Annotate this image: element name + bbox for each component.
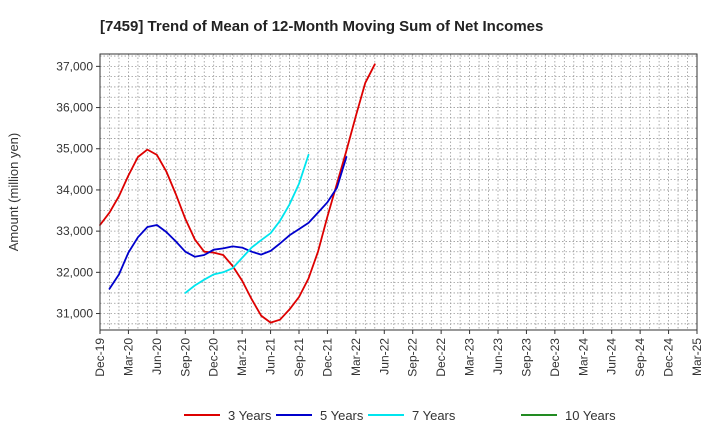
y-tick-label: 35,000 (56, 142, 93, 156)
x-tick-label: Dec-21 (320, 338, 334, 377)
x-tick-label: Mar-23 (463, 338, 477, 376)
x-tick-label: Dec-22 (434, 338, 448, 377)
series-line-5-years (108, 156, 348, 290)
legend: 3 Years 5 Years 7 Years 10 Years (184, 408, 616, 423)
y-tick-label: 37,000 (56, 59, 93, 73)
x-tick-label: Mar-20 (121, 338, 135, 376)
y-tick-label: 32,000 (56, 265, 93, 279)
plot-border (99, 53, 698, 331)
x-tick-label: Mar-24 (576, 338, 590, 376)
series-lines (99, 63, 376, 324)
x-tick-label: Dec-24 (662, 338, 676, 377)
y-tick-label: 34,000 (56, 183, 93, 197)
x-tick-label: Jun-20 (150, 338, 164, 375)
series-line-3-years (99, 63, 376, 324)
x-tick-label: Dec-19 (93, 338, 107, 377)
grid-lines (99, 54, 698, 330)
legend-label: 10 Years (565, 408, 616, 423)
x-tick-label: Dec-23 (548, 338, 562, 377)
plot-area (100, 54, 697, 330)
x-axis-ticks: Dec-19 Mar-20 Jun-20 Sep-20 Dec-20 Mar-21 Jun-… (93, 330, 704, 377)
legend-label: 5 Years (320, 408, 364, 423)
y-tick-label: 33,000 (56, 224, 93, 238)
y-axis-ticks: 31,000 32,000 33,000 34,000 35,000 36,000 37,0… (56, 59, 100, 321)
chart-title: [7459] Trend of Mean of 12-Month Moving … (100, 18, 543, 35)
x-tick-label: Mar-22 (349, 338, 363, 376)
y-tick-label: 36,000 (56, 101, 93, 115)
y-tick-label: 31,000 (56, 307, 93, 321)
x-tick-label: Sep-20 (178, 338, 192, 377)
y-axis-label: Amount (million yen) (6, 133, 21, 252)
x-tick-label: Sep-24 (633, 338, 647, 377)
x-tick-label: Jun-23 (491, 338, 505, 375)
x-tick-label: Dec-20 (207, 338, 221, 377)
legend-label: 7 Years (412, 408, 456, 423)
series-line-7-years (184, 153, 310, 294)
x-tick-label: Mar-25 (690, 338, 704, 376)
x-tick-label: Jun-21 (264, 338, 278, 375)
x-tick-label: Sep-22 (406, 338, 420, 377)
legend-label: 3 Years (228, 408, 272, 423)
x-tick-label: Sep-23 (519, 338, 533, 377)
x-tick-label: Jun-22 (377, 338, 391, 375)
x-tick-label: Mar-21 (235, 338, 249, 376)
x-tick-label: Sep-21 (292, 338, 306, 377)
x-tick-label: Jun-24 (605, 338, 619, 375)
